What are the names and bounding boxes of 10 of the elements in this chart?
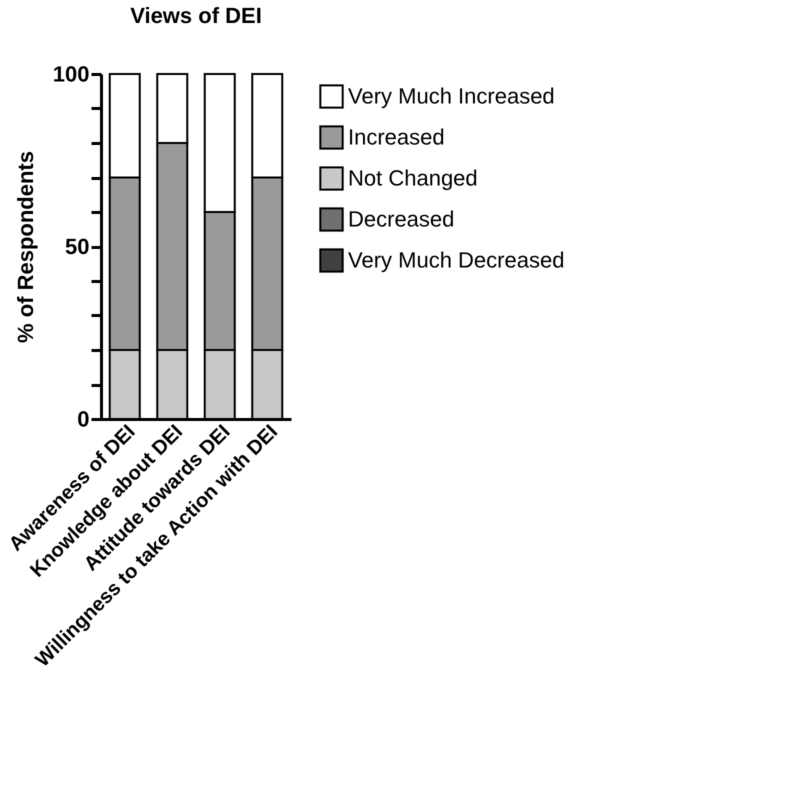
y-tick-label: 100 [52,62,90,86]
y-tick-label: 0 [77,406,90,432]
legend-label: Very Much Decreased [348,248,564,272]
legend-label: Not Changed [348,166,478,190]
legend-label: Decreased [348,206,454,232]
legend-label: Increased [348,124,445,150]
legend-label: Very Much Increased [348,84,555,108]
y-axis-title: % of Respondents [12,151,38,343]
y-tick-label: 50 [65,234,90,259]
chart-title: Views of DEI [130,3,262,28]
